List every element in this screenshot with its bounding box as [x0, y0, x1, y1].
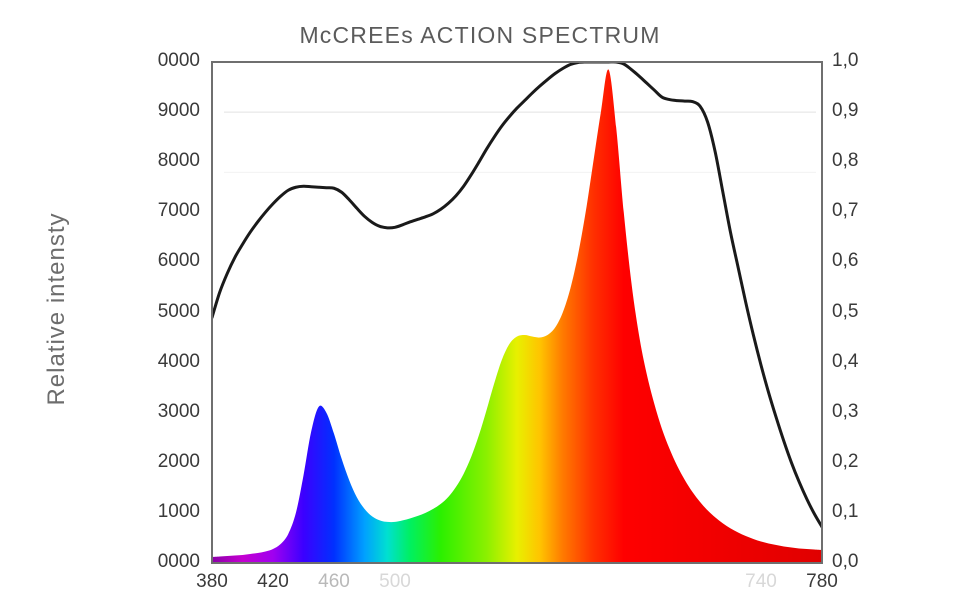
x-tick-label: 460	[318, 571, 350, 592]
y-left-tick-label: 2000	[157, 450, 200, 472]
chart-title: McCREEs ACTION SPECTRUM	[299, 22, 661, 48]
x-tick-label: 380	[196, 571, 228, 592]
y-left-tick-label: 4000	[157, 350, 200, 372]
y-right-tick-label: 0,2	[832, 450, 859, 472]
y-right-tick-label: 0,6	[832, 250, 859, 272]
y-right-tick-label: 0,7	[832, 200, 859, 222]
x-tick-label: 740	[745, 571, 777, 592]
spectrum-area-path	[212, 69, 822, 563]
y-left-tick-label: 1000	[157, 500, 200, 522]
plot-frame	[211, 61, 823, 564]
x-tick-label: 500	[379, 571, 411, 592]
y-left-tick-label: 7000	[157, 200, 200, 222]
y-left-tick-label: 6000	[157, 250, 200, 272]
gridlines	[224, 111, 816, 173]
y-left-tick-label: 0000	[157, 551, 200, 572]
y-left-tick-label: 0000	[157, 50, 200, 71]
y-right-tick-label: 0,1	[832, 500, 859, 522]
y-right-tick-label: 0,3	[832, 400, 859, 422]
y-right-tick-label: 0,4	[832, 350, 859, 372]
y-right-tick-label: 1,0	[832, 50, 859, 71]
x-tick-label: 420	[257, 571, 289, 592]
y-right-tick-label: 0,5	[832, 300, 859, 322]
y-left-tick-label: 9000	[157, 100, 200, 122]
spectrum-area-series	[212, 69, 822, 563]
y-right-tick-label: 0,0	[832, 551, 859, 572]
action-spectrum-line-series	[212, 62, 822, 529]
y-left-tick-label: 5000	[157, 300, 200, 322]
y-right-tick-label: 0,9	[832, 100, 859, 122]
action-spectrum-path	[212, 62, 822, 529]
x-tick-label: 780	[806, 571, 838, 592]
y-right-tick-label: 0,8	[832, 150, 859, 172]
plot-border	[211, 61, 823, 564]
y-left-tick-label: 8000	[157, 150, 200, 172]
y-left-tick-label: 3000	[157, 400, 200, 422]
